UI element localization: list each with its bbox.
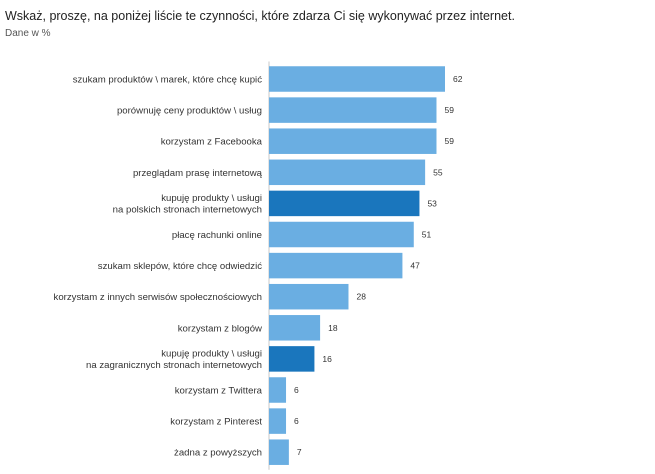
data-label: 59	[444, 105, 454, 115]
data-label: 28	[356, 292, 366, 302]
bar	[269, 377, 287, 403]
data-label: 6	[294, 385, 299, 395]
category-label: szukam sklepów, które chcę odwiedzić	[98, 261, 262, 272]
data-label: 59	[444, 136, 454, 146]
category-label: kupuję produkty \ usługi na zagranicznych…	[86, 349, 262, 372]
category-label: przeglądam prasę internetową	[133, 168, 263, 179]
data-label: 55	[433, 167, 443, 177]
category-label: żadna z powyższych	[174, 448, 262, 459]
category-label: szukam produktów \ marek, które chcę kup…	[73, 75, 262, 86]
chart-subtitle: Dane w %	[5, 28, 51, 39]
bar	[269, 128, 437, 154]
category-label: korzystam z Twittera	[175, 386, 263, 397]
data-label: 16	[322, 354, 332, 364]
category-label: korzystam z Facebooka	[161, 137, 263, 148]
category-label: korzystam z Pinterest	[170, 417, 262, 428]
bar	[269, 190, 420, 217]
bar	[269, 439, 289, 465]
bar	[269, 408, 287, 434]
bar	[269, 159, 426, 186]
bars-group: 62 szukam produktów \ marek, które chcę k…	[54, 66, 463, 465]
bar	[269, 66, 445, 92]
bar	[269, 346, 315, 372]
category-label: korzystam z innych serwisów społeczności…	[54, 292, 262, 303]
category-label: płacę rachunki online	[172, 230, 262, 241]
category-label: porównuję ceny produktów \ usług	[117, 106, 262, 117]
bar	[269, 252, 403, 279]
data-label: 62	[453, 74, 463, 84]
bar	[269, 315, 321, 341]
bar	[269, 283, 349, 310]
data-label: 7	[297, 447, 302, 457]
bar	[269, 221, 414, 248]
chart-title: Wskaż, proszę, na poniżej liście te czyn…	[5, 9, 515, 23]
category-label: kupuję produkty \ usługi na polskich stro…	[113, 193, 262, 216]
category-label: korzystam z blogów	[178, 323, 262, 334]
data-label: 53	[427, 198, 437, 208]
data-label: 6	[294, 416, 299, 426]
data-label: 47	[410, 261, 420, 271]
data-label: 18	[328, 323, 338, 333]
bar	[269, 97, 437, 123]
data-label: 51	[422, 230, 432, 240]
